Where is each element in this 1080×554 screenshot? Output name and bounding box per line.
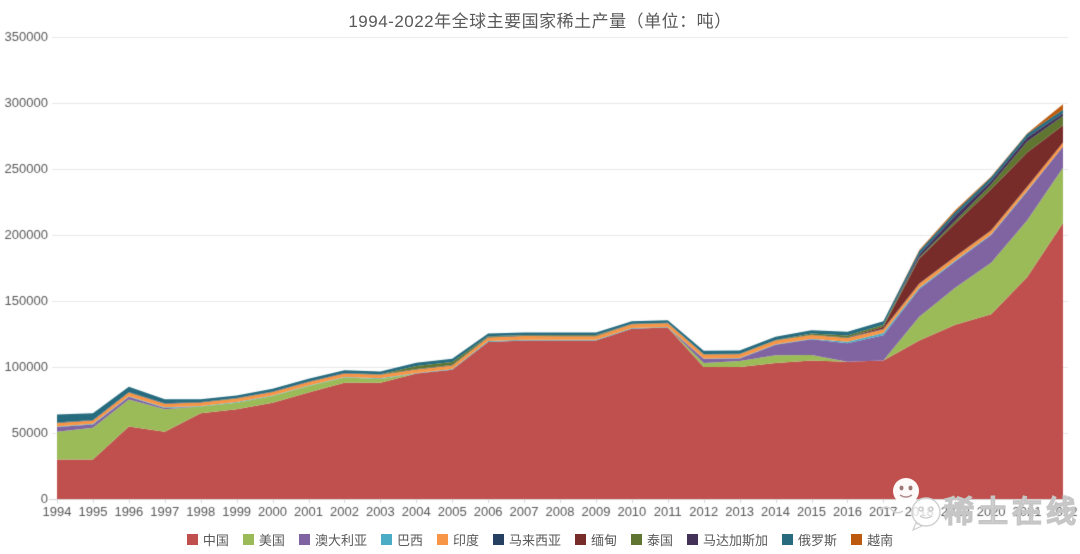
legend-label: 巴西 — [396, 533, 423, 548]
legend-item: 澳大利亚 — [298, 530, 367, 549]
legend-label: 美国 — [258, 533, 285, 548]
legend-item: 泰国 — [631, 530, 673, 549]
legend-swatch — [298, 534, 310, 545]
legend-label: 马达加斯加 — [703, 533, 769, 548]
legend-label: 越南 — [867, 533, 894, 548]
legend-label: 中国 — [202, 533, 229, 548]
legend-item: 越南 — [851, 530, 893, 549]
legend-item: 印度 — [436, 530, 479, 549]
legend-swatch — [687, 534, 699, 545]
legend-swatch — [186, 534, 198, 545]
legend: 中国 美国 澳大利亚 巴西 印度 马来西亚 缅甸 泰国 马达加斯加 俄罗斯 越南 — [0, 530, 1080, 549]
legend-label: 澳大利亚 — [314, 533, 367, 548]
legend-item: 缅甸 — [575, 530, 617, 549]
legend-swatch — [436, 534, 448, 545]
legend-item: 巴西 — [380, 530, 423, 549]
legend-swatch — [380, 534, 392, 545]
legend-label: 缅甸 — [591, 533, 618, 548]
legend-swatch — [575, 534, 586, 545]
legend-label: 俄罗斯 — [798, 533, 838, 548]
legend-item: 俄罗斯 — [782, 530, 837, 549]
legend-item: 马来西亚 — [492, 530, 561, 549]
legend-item: 美国 — [242, 530, 285, 549]
legend-item: 马达加斯加 — [687, 530, 768, 549]
legend-swatch — [851, 534, 863, 545]
legend-label: 印度 — [452, 533, 479, 548]
legend-label: 马来西亚 — [508, 533, 561, 548]
legend-swatch — [242, 534, 254, 545]
legend-swatch — [492, 534, 504, 545]
legend-swatch — [631, 534, 643, 545]
legend-item: 中国 — [186, 530, 229, 549]
legend-label: 泰国 — [647, 533, 674, 548]
legend-swatch — [782, 534, 794, 545]
